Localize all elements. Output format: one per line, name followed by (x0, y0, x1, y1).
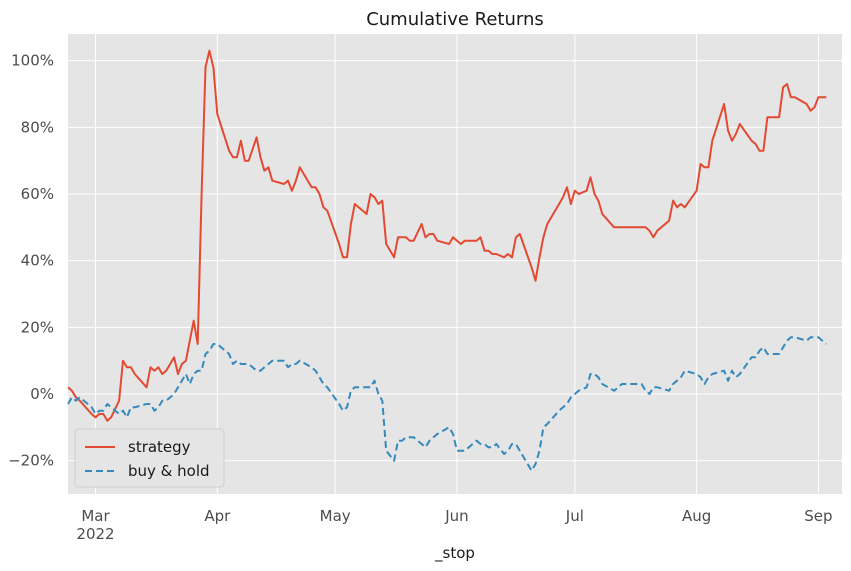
x-tick-label: Mar (81, 507, 110, 525)
x-tick-sublabel: 2022 (76, 525, 114, 543)
x-tick-label: Sep (804, 507, 832, 525)
x-axis-label: _stop (434, 544, 475, 563)
y-tick-label: 0% (30, 385, 54, 403)
y-axis: −20% 0% 20% 40% 60% 80% 100% (8, 52, 54, 470)
grid (68, 34, 842, 494)
series-layer (67, 49, 827, 472)
y-tick-label: 40% (21, 252, 54, 270)
series-line-strategy (67, 49, 827, 422)
legend-label-buy-and-hold: buy & hold (128, 462, 210, 480)
x-tick-label: Apr (204, 507, 231, 525)
y-tick-label: 100% (11, 52, 54, 70)
chart-title: Cumulative Returns (366, 9, 544, 30)
series-line-buy-hold (67, 336, 827, 472)
legend: strategy buy & hold (74, 428, 225, 488)
x-tick-label: May (320, 507, 351, 525)
legend-label-strategy: strategy (128, 438, 191, 456)
x-tick-label: Aug (682, 507, 711, 525)
x-tick-label: Jul (565, 507, 584, 525)
plot-background (68, 34, 842, 494)
y-tick-label: −20% (8, 452, 54, 470)
y-tick-label: 60% (21, 185, 54, 203)
x-tick-label: Jun (444, 507, 468, 525)
legend-box (74, 428, 225, 488)
y-tick-label: 80% (21, 118, 54, 136)
y-tick-label: 20% (21, 318, 54, 336)
